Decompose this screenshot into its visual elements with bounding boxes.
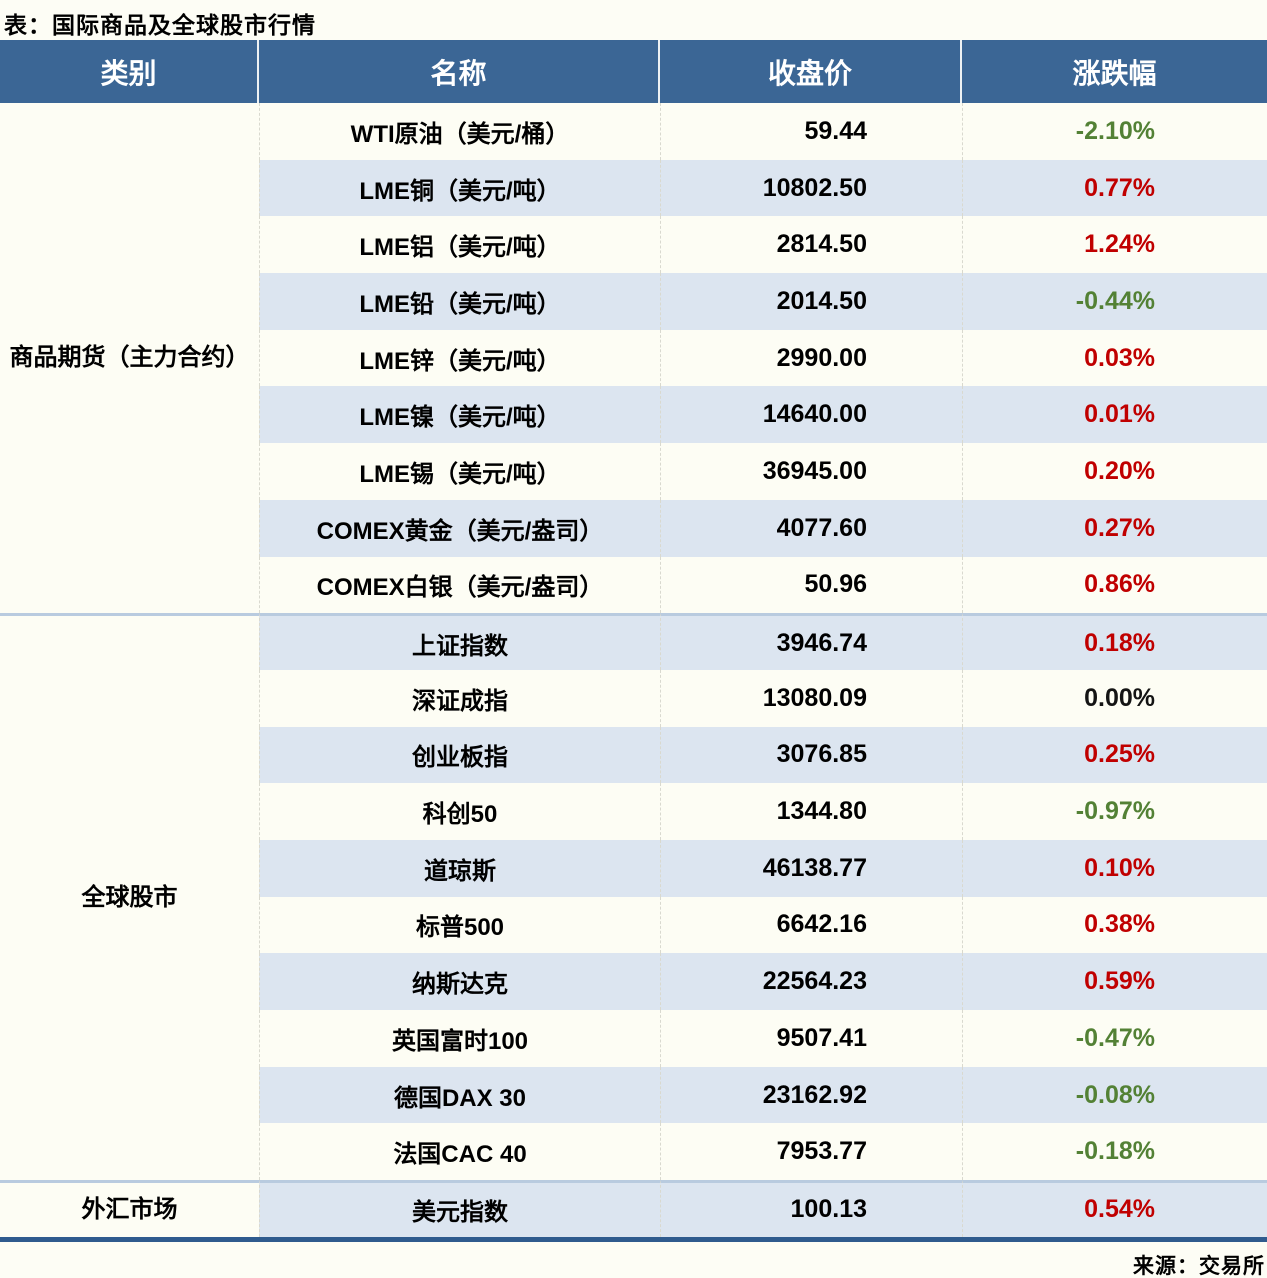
header-cell-close: 收盘价 [660, 40, 962, 103]
change-cell: -0.97% [962, 783, 1267, 840]
change-cell: 0.03% [962, 329, 1267, 387]
name-cell: 创业板指 [259, 726, 660, 784]
change-cell: 0.01% [962, 386, 1267, 444]
close-cell: 10802.50 [660, 159, 962, 217]
category-cell: 商品期货 （主力合约） [0, 103, 259, 614]
name-cell: 标普500 [259, 896, 660, 954]
category-cell: 外汇市场 [0, 1180, 259, 1237]
close-cell: 50.96 [660, 556, 962, 614]
close-cell: 4077.60 [660, 499, 962, 557]
change-cell: 0.25% [962, 726, 1267, 784]
close-cell: 23162.92 [660, 1066, 962, 1124]
change-cell: 0.86% [962, 556, 1267, 614]
name-cell: 纳斯达克 [259, 953, 660, 1010]
name-cell: 英国富时100 [259, 1010, 660, 1067]
header-cell-category: 类别 [0, 40, 259, 103]
category-line: 外汇市场 [81, 1195, 178, 1223]
change-cell: 0.54% [962, 1180, 1267, 1237]
change-cell: -0.08% [962, 1066, 1267, 1124]
name-cell: COMEX黄金（美元/盎司） [259, 499, 660, 557]
close-cell: 14640.00 [660, 386, 962, 444]
close-cell: 13080.09 [660, 669, 962, 727]
change-cell: 0.27% [962, 499, 1267, 557]
change-cell: -0.18% [962, 1123, 1267, 1181]
category-line: （主力合约） [105, 344, 250, 372]
change-cell: 0.20% [962, 443, 1267, 500]
name-cell: LME镍（美元/吨） [259, 386, 660, 444]
name-cell: COMEX白银（美元/盎司） [259, 556, 660, 614]
category-line: 商品期货 [9, 344, 106, 372]
name-cell: 深证成指 [259, 669, 660, 727]
name-cell: LME铝（美元/吨） [259, 216, 660, 274]
close-cell: 2014.50 [660, 273, 962, 330]
name-cell: LME锌（美元/吨） [259, 329, 660, 387]
header-cell-name: 名称 [259, 40, 660, 103]
header-cell-change: 涨跌幅 [962, 40, 1267, 103]
close-cell: 9507.41 [660, 1010, 962, 1067]
close-cell: 1344.80 [660, 783, 962, 840]
name-cell: WTI原油（美元/桶） [259, 103, 660, 160]
close-cell: 3946.74 [660, 613, 962, 670]
change-cell: 0.00% [962, 669, 1267, 727]
close-cell: 3076.85 [660, 726, 962, 784]
category-cell: 全球股市 [0, 613, 259, 1181]
close-cell: 59.44 [660, 103, 962, 160]
table-title: 表：国际商品及全球股市行情 [4, 12, 316, 38]
change-cell: 0.10% [962, 839, 1267, 897]
change-cell: -0.47% [962, 1010, 1267, 1067]
close-cell: 22564.23 [660, 953, 962, 1010]
source-note: 来源：交易所 [1133, 1254, 1265, 1278]
change-cell: -0.44% [962, 273, 1267, 330]
name-cell: 上证指数 [259, 613, 660, 670]
change-cell: 0.77% [962, 159, 1267, 217]
change-cell: 1.24% [962, 216, 1267, 274]
close-cell: 36945.00 [660, 443, 962, 500]
close-cell: 7953.77 [660, 1123, 962, 1181]
close-cell: 2814.50 [660, 216, 962, 274]
close-cell: 100.13 [660, 1180, 962, 1237]
name-cell: LME铜（美元/吨） [259, 159, 660, 217]
name-cell: 法国CAC 40 [259, 1123, 660, 1181]
change-cell: -2.10% [962, 103, 1267, 160]
close-cell: 46138.77 [660, 839, 962, 897]
name-cell: 美元指数 [259, 1180, 660, 1237]
market-table: 类别 名称 收盘价 涨跌幅 WTI原油（美元/桶） 59.44 -2.10% LME铜… [0, 40, 1267, 1242]
name-cell: LME铅（美元/吨） [259, 273, 660, 330]
change-cell: 0.59% [962, 953, 1267, 1010]
close-cell: 2990.00 [660, 329, 962, 387]
change-cell: 0.18% [962, 613, 1267, 670]
name-cell: 科创50 [259, 783, 660, 840]
name-cell: 德国DAX 30 [259, 1066, 660, 1124]
category-line: 全球股市 [81, 884, 178, 912]
name-cell: 道琼斯 [259, 839, 660, 897]
name-cell: LME锡（美元/吨） [259, 443, 660, 500]
close-cell: 6642.16 [660, 896, 962, 954]
change-cell: 0.38% [962, 896, 1267, 954]
